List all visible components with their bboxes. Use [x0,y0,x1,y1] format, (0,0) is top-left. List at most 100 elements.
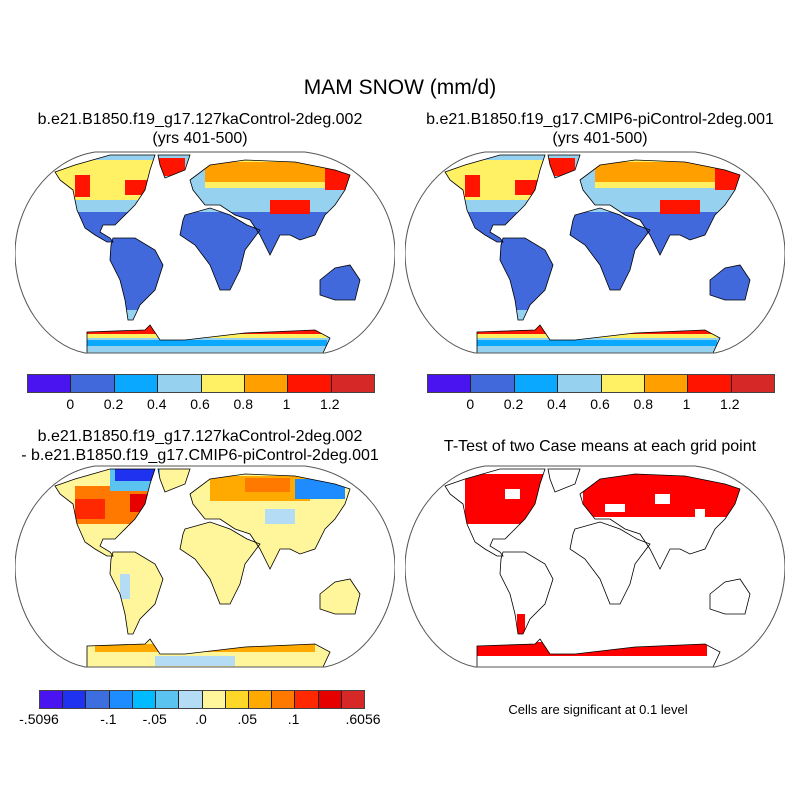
snow-patch [660,200,700,214]
colorbar-label: 0.2 [103,396,124,412]
snow-patch [205,162,325,182]
coastline-africa [569,521,651,605]
colorbar-label: 0 [466,396,475,412]
coastline-south-america [109,551,164,635]
coastline-north-america [54,154,156,243]
colorbar-box [558,375,602,392]
panel2-subtitle: (yrs 401-500) [552,130,648,147]
snow-patch [75,175,90,197]
panel3-subtitle: - b.e21.B1850.f19_g17.CMIP6-piControl-2d… [21,447,379,464]
colorbar-box [114,375,159,392]
colorbar-box [248,691,273,708]
coastline-greenland [157,154,191,179]
snow-patch [715,168,740,190]
colorbar-box [295,691,319,708]
coastline-africa [569,207,651,291]
colorbar-box [318,691,342,708]
snow-patch [125,180,150,195]
snow-patch [515,180,540,195]
colorbar-box [514,375,559,392]
colorbar-snow-right [427,374,775,393]
colorbar-box [644,375,689,392]
colorbar-box [40,691,64,708]
colorbar-label: 0.6 [190,396,210,412]
panel4-note: Cells are significant at 0.1 level [508,702,688,717]
coastline-north-america [444,468,546,557]
coastline-africa [179,207,261,291]
difference-patch [295,479,345,499]
colorbar-label: 0.4 [147,396,167,412]
coastline-south-america [499,237,554,321]
colorbar-difference [39,690,365,709]
colorbar-box [28,375,72,392]
coastline-africa [179,521,261,605]
colorbar-label: 0 [66,396,75,412]
difference-patch [155,656,235,666]
panel4-title: T-Test of two Case means at each grid po… [443,438,757,455]
colorbar-box [731,375,774,392]
coastline-australia [319,578,361,615]
colorbar-box [688,375,732,392]
colorbar-box [71,375,115,392]
difference-patch [75,499,105,519]
colorbar-label: 1.2 [320,396,340,412]
colorbar-box [86,691,110,708]
map-boundary [15,151,395,354]
colorbar-box [244,375,289,392]
coastline-south-america [499,551,554,635]
coastline-eurasia [579,159,741,256]
map-boundary [405,151,785,354]
difference-patch [115,469,155,481]
colorbar-label: 0.8 [233,396,253,412]
colorbar-box [63,691,87,708]
coastline-north-america [444,154,546,243]
land-field [55,469,360,667]
coastline-greenland [157,468,191,493]
colorbar-snow-left [27,374,375,393]
colorbar-box [428,375,472,392]
coastline-australia [709,578,751,615]
colorbar-box [331,375,374,392]
coastline-australia [319,264,361,301]
colorbar-label: .0 [195,711,207,727]
colorbar-box [158,375,202,392]
colorbar-box [288,375,332,392]
snow-patch [477,325,717,335]
snow-patch [595,162,715,182]
panel1-subtitle: (yrs 401-500) [152,130,248,147]
coastline-north-america [54,468,156,557]
snow-patch [87,325,327,335]
colorbar-label: 0.2 [503,396,524,412]
map-ttest [405,465,785,668]
coastline-greenland [547,468,581,493]
map-boundary [15,465,395,668]
difference-patch [120,574,130,599]
difference-patch [245,478,290,492]
map-difference [15,465,395,668]
panel3-title: b.e21.B1850.f19_g17.127kaControl-2deg.00… [37,428,363,445]
significant-cells [477,642,707,656]
coastline-eurasia [189,473,351,570]
map-boundary [405,465,785,668]
land-field [465,472,743,656]
colorbar-label: 0.8 [633,396,653,412]
coastline-eurasia [579,473,741,570]
panel2-title: b.e21.B1850.f19_g17.CMIP6-piControl-2deg… [426,111,774,128]
colorbar-box [156,691,180,708]
colorbar-label: .05 [237,711,258,727]
colorbar-label: 1 [282,396,291,412]
significant-cells [517,614,525,634]
map-127ka-snow [15,151,395,354]
colorbar-label: -.05 [142,711,167,727]
colorbar-label: 0.6 [590,396,610,412]
coastline-greenland [547,154,581,179]
snow-patch [270,200,310,214]
snow-patch [87,340,327,346]
coastline-eurasia [189,159,351,256]
colorbar-label: .6056 [345,711,381,727]
panel1-title: b.e21.B1850.f19_g17.127kaControl-2deg.00… [37,111,363,128]
difference-patch [265,509,295,524]
colorbar-box [225,691,249,708]
map-piControl-snow [405,151,785,354]
